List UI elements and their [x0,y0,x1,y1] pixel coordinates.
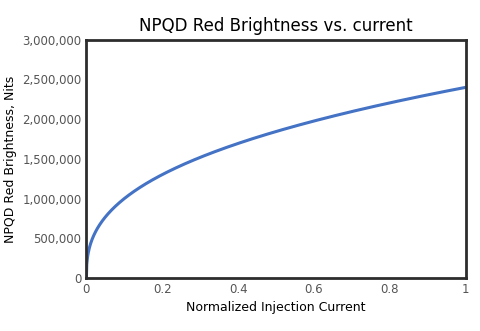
Y-axis label: NPQD Red Brightness, Nits: NPQD Red Brightness, Nits [4,75,17,243]
Title: NPQD Red Brightness vs. current: NPQD Red Brightness vs. current [139,18,413,35]
X-axis label: Normalized Injection Current: Normalized Injection Current [186,302,366,314]
